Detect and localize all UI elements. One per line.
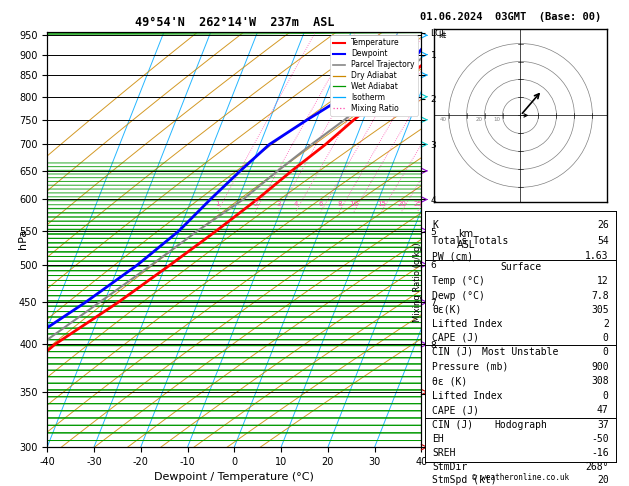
Text: StmDir: StmDir: [432, 462, 467, 472]
Text: 2: 2: [253, 202, 257, 208]
Text: CIN (J): CIN (J): [432, 347, 474, 357]
Text: 2: 2: [603, 318, 609, 329]
Text: Dewp (°C): Dewp (°C): [432, 291, 485, 300]
Text: 1: 1: [215, 202, 220, 208]
Title: 49°54'N  262°14'W  237m  ASL: 49°54'N 262°14'W 237m ASL: [135, 16, 334, 29]
Text: 25: 25: [413, 202, 422, 208]
Text: Mixing Ratio (g/kg): Mixing Ratio (g/kg): [413, 242, 422, 322]
Text: CIN (J): CIN (J): [432, 419, 474, 430]
Text: 305: 305: [591, 305, 609, 314]
Text: 37: 37: [597, 419, 609, 430]
Text: 4: 4: [294, 202, 298, 208]
Text: 01.06.2024  03GMT  (Base: 00): 01.06.2024 03GMT (Base: 00): [420, 12, 601, 22]
X-axis label: Dewpoint / Temperature (°C): Dewpoint / Temperature (°C): [154, 472, 314, 483]
Text: 0: 0: [603, 332, 609, 343]
Text: Most Unstable: Most Unstable: [482, 347, 559, 357]
Text: K: K: [432, 220, 438, 230]
Text: 308: 308: [591, 376, 609, 386]
Text: 47: 47: [597, 405, 609, 415]
Text: 20: 20: [476, 117, 482, 122]
Text: 10: 10: [494, 117, 501, 122]
Text: Pressure (mb): Pressure (mb): [432, 362, 509, 372]
Text: Temp (°C): Temp (°C): [432, 277, 485, 286]
Text: kt: kt: [438, 31, 446, 40]
Text: 54: 54: [597, 236, 609, 246]
Y-axis label: km
ASL: km ASL: [457, 228, 476, 250]
Text: 20: 20: [597, 475, 609, 486]
Text: 20: 20: [397, 202, 406, 208]
Text: θε(K): θε(K): [432, 305, 462, 314]
Text: 0: 0: [603, 391, 609, 400]
Text: StmSpd (kt): StmSpd (kt): [432, 475, 497, 486]
Text: 12: 12: [597, 277, 609, 286]
Text: -50: -50: [591, 434, 609, 444]
Text: Lifted Index: Lifted Index: [432, 318, 503, 329]
Text: 10: 10: [350, 202, 359, 208]
Text: Lifted Index: Lifted Index: [432, 391, 503, 400]
Text: 40: 40: [440, 117, 447, 122]
Text: CAPE (J): CAPE (J): [432, 332, 479, 343]
Text: hPa: hPa: [18, 229, 28, 249]
Text: 6: 6: [318, 202, 323, 208]
Text: 7.8: 7.8: [591, 291, 609, 300]
Text: 268°: 268°: [585, 462, 609, 472]
Text: 1.63: 1.63: [585, 251, 609, 261]
Text: Surface: Surface: [500, 262, 541, 272]
Text: 15: 15: [377, 202, 386, 208]
Text: Totals Totals: Totals Totals: [432, 236, 509, 246]
Text: SREH: SREH: [432, 448, 456, 458]
Text: 900: 900: [591, 362, 609, 372]
Text: CAPE (J): CAPE (J): [432, 405, 479, 415]
Text: © weatheronline.co.uk: © weatheronline.co.uk: [472, 473, 569, 482]
Text: Hodograph: Hodograph: [494, 420, 547, 430]
Text: PW (cm): PW (cm): [432, 251, 474, 261]
Legend: Temperature, Dewpoint, Parcel Trajectory, Dry Adiabat, Wet Adiabat, Isotherm, Mi: Temperature, Dewpoint, Parcel Trajectory…: [330, 35, 418, 116]
Text: 3: 3: [276, 202, 281, 208]
Text: EH: EH: [432, 434, 444, 444]
Text: 26: 26: [597, 220, 609, 230]
Text: 8: 8: [337, 202, 342, 208]
Text: θε (K): θε (K): [432, 376, 467, 386]
Text: 0: 0: [603, 347, 609, 357]
Text: -16: -16: [591, 448, 609, 458]
